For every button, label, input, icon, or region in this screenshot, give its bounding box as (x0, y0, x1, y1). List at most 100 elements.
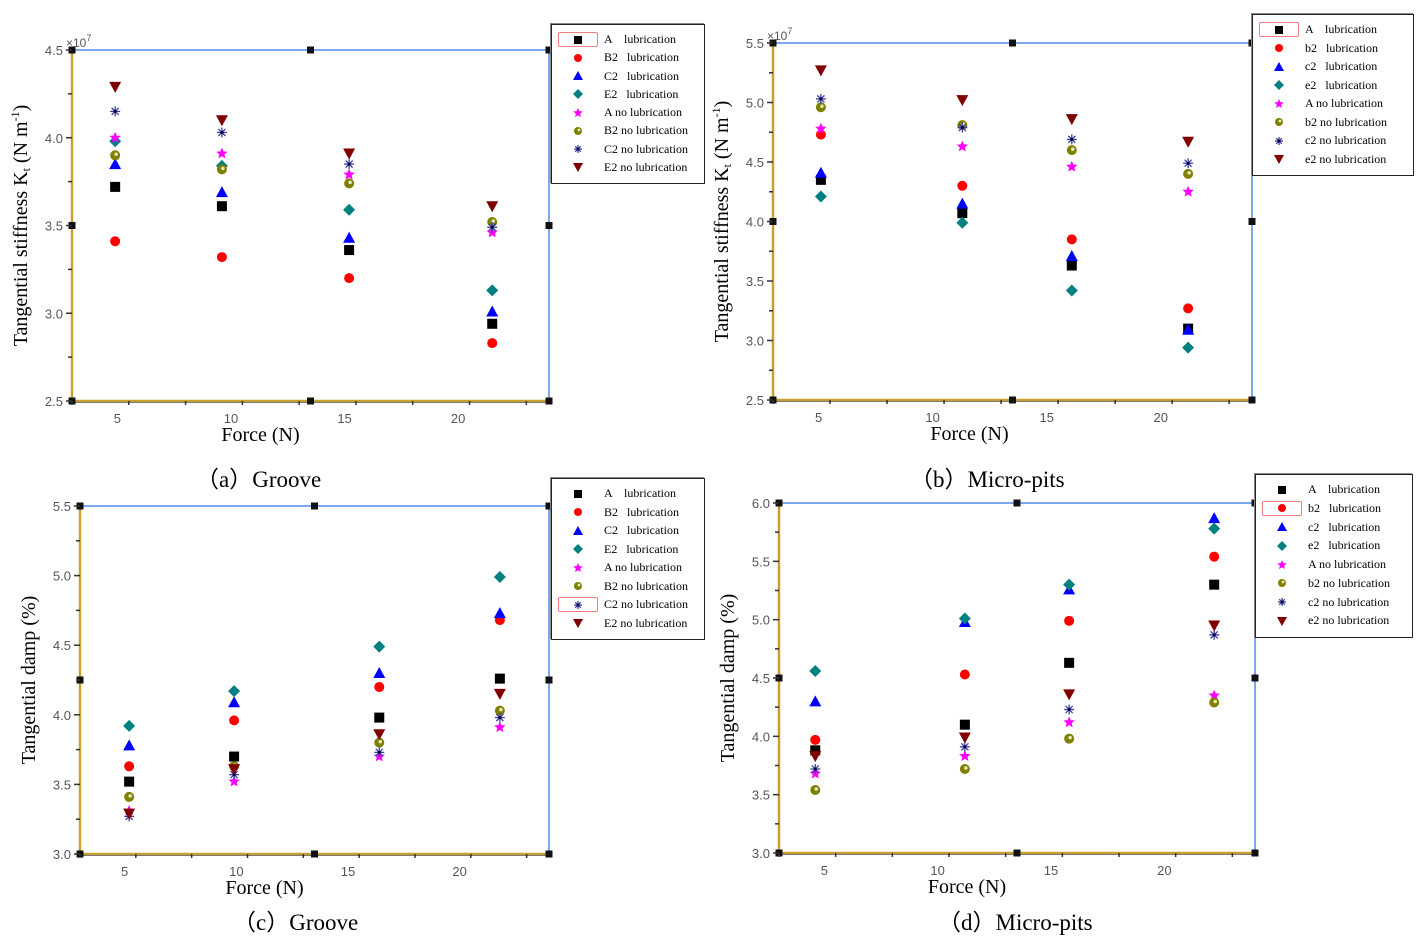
selection-handle[interactable] (311, 850, 318, 858)
legend-item[interactable]: A no lubrication (552, 559, 682, 576)
data-point-square (124, 776, 135, 787)
x-tick-label: 5 (821, 863, 828, 878)
legend-item[interactable]: e2 no lubrication (1253, 151, 1386, 168)
series-2 (109, 158, 499, 317)
legend-item[interactable]: e2 lubrication (1253, 77, 1377, 94)
legend-label: e2 lubrication (1305, 77, 1378, 92)
series-3 (809, 522, 1221, 677)
selection-handle[interactable] (1009, 39, 1016, 47)
selection-handle[interactable] (1248, 218, 1256, 225)
legend-item[interactable]: A no lubrication (552, 104, 682, 121)
legend-label: A no lubrication (1308, 557, 1386, 571)
y-multiplier: ×107 (767, 26, 792, 43)
selection-handle[interactable] (1251, 674, 1259, 682)
x-tick-label: 10 (925, 410, 939, 425)
y-tick-label: 5.0 (53, 569, 71, 584)
selection-handle[interactable] (1009, 396, 1016, 404)
legend-item[interactable]: A lubrication (552, 31, 676, 48)
y-ticks: 2.5 3.0 3.5 4.0 4.5 5.0 5.5 (746, 36, 773, 408)
x-ticks: 5 10 15 20 (71, 401, 528, 426)
y-ticks: 3.0 3.5 4.0 4.5 5.0 5.5 6.0 (752, 496, 779, 861)
selection-handle[interactable] (545, 397, 553, 405)
data-point-square (810, 745, 821, 756)
x-tick-label: 5 (114, 411, 121, 426)
legend-item[interactable]: c2 lubrication (1253, 58, 1377, 75)
data-point-triangle-down (215, 115, 228, 127)
data-point-star (956, 140, 969, 152)
legend-item[interactable]: e2 no lubrication (1256, 612, 1389, 629)
legend-marker-star-icon (558, 560, 598, 575)
data-point-ring (110, 150, 121, 161)
selection-handle[interactable] (1013, 499, 1021, 507)
legend-item[interactable]: b2 lubrication (1253, 40, 1378, 57)
legend-item[interactable]: B2 no lubrication (552, 122, 688, 139)
legend-item[interactable]: C2 lubrication (552, 522, 679, 539)
legend-item[interactable]: b2 no lubrication (1253, 114, 1387, 131)
series-1 (810, 551, 1220, 745)
data-point-triangle-up (109, 158, 122, 170)
legend-item[interactable]: e2 lubrication (1256, 537, 1380, 554)
series-7 (809, 620, 1221, 763)
data-point-ring (494, 705, 505, 716)
selection-handle[interactable] (545, 46, 553, 54)
legend-item[interactable]: A lubrication (552, 485, 676, 502)
data-point-diamond (109, 135, 122, 148)
legend-label: B2 no lubrication (604, 578, 688, 593)
legend-item[interactable]: A lubrication (1256, 481, 1380, 498)
legend-item[interactable]: b2 lubrication (1256, 500, 1381, 517)
legend-item[interactable]: B2 lubrication (552, 49, 679, 66)
legend-item[interactable]: E2 no lubrication (552, 615, 687, 632)
series-2 (814, 166, 1195, 335)
legend-item[interactable]: b2 no lubrication (1256, 575, 1390, 592)
legend-item[interactable]: C2 no lubrication (552, 141, 688, 158)
legend-marker-triangle-up-icon (1262, 520, 1302, 535)
selection-handle[interactable] (1248, 396, 1256, 404)
data-point-triangle-up (486, 305, 499, 317)
legend-item[interactable]: c2 lubrication (1256, 519, 1380, 536)
legend-marker-asterisk-icon (1262, 595, 1302, 610)
y-tick-label: 4.5 (752, 671, 770, 686)
legend-item[interactable]: E2 no lubrication (552, 159, 687, 176)
legend-item[interactable]: E2 lubrication (552, 86, 678, 103)
selection-handle[interactable] (307, 46, 314, 54)
selection-handle[interactable] (307, 397, 314, 405)
data-point-ring (959, 764, 970, 774)
y-ticks: 3.0 3.5 4.0 4.5 5.0 5.5 (53, 499, 80, 862)
selection-handle[interactable] (545, 676, 553, 684)
legend-item[interactable]: C2 lubrication (552, 68, 679, 85)
data-point-asterisk (1066, 134, 1077, 145)
selection-handle[interactable] (545, 850, 553, 858)
data-point-ring (1064, 733, 1075, 744)
plot-frame (777, 502, 1256, 855)
selection-handle[interactable] (1013, 849, 1021, 857)
legend-item[interactable]: A no lubrication (1256, 556, 1386, 573)
panel-b-micropits-stiffness: 5 10 15 20 2.5 3.0 3.5 4.0 4.5 5.0 5.5 ×107 Force (N… (700, 0, 1420, 492)
x-tick-label: 15 (337, 411, 351, 426)
y-tick-label: 4.5 (746, 155, 764, 170)
selection-handle[interactable] (1251, 849, 1259, 857)
data-point-triangle-up (215, 186, 228, 198)
data-point-ring (810, 785, 821, 795)
y-tick-label: 4.0 (53, 708, 71, 723)
series-0 (124, 673, 505, 787)
legend-item[interactable]: E2 lubrication (552, 541, 678, 558)
selection-handle[interactable] (311, 502, 318, 510)
legend-marker-star-icon (558, 105, 598, 120)
legend-item[interactable]: A lubrication (1253, 21, 1377, 38)
x-axis-title: Force (N) (930, 423, 1008, 445)
data-point-star (1063, 716, 1075, 728)
data-point-square (494, 673, 505, 684)
legend-item[interactable]: B2 lubrication (552, 504, 679, 521)
legend-item[interactable]: A no lubrication (1253, 95, 1383, 112)
legend-label: A no lubrication (604, 105, 682, 119)
selection-handle[interactable] (545, 502, 553, 510)
legend-item[interactable]: C2 no lubrication (552, 596, 688, 613)
y-tick-label: 3.0 (752, 846, 770, 861)
series-0 (815, 174, 1194, 334)
legend-item[interactable]: c2 no lubrication (1256, 594, 1389, 611)
x-axis-title: Force (N) (221, 424, 299, 446)
legend-item[interactable]: c2 no lubrication (1253, 132, 1386, 149)
data-point-diamond (486, 284, 499, 297)
legend-item[interactable]: B2 no lubrication (552, 578, 688, 595)
selection-handle[interactable] (545, 222, 553, 229)
